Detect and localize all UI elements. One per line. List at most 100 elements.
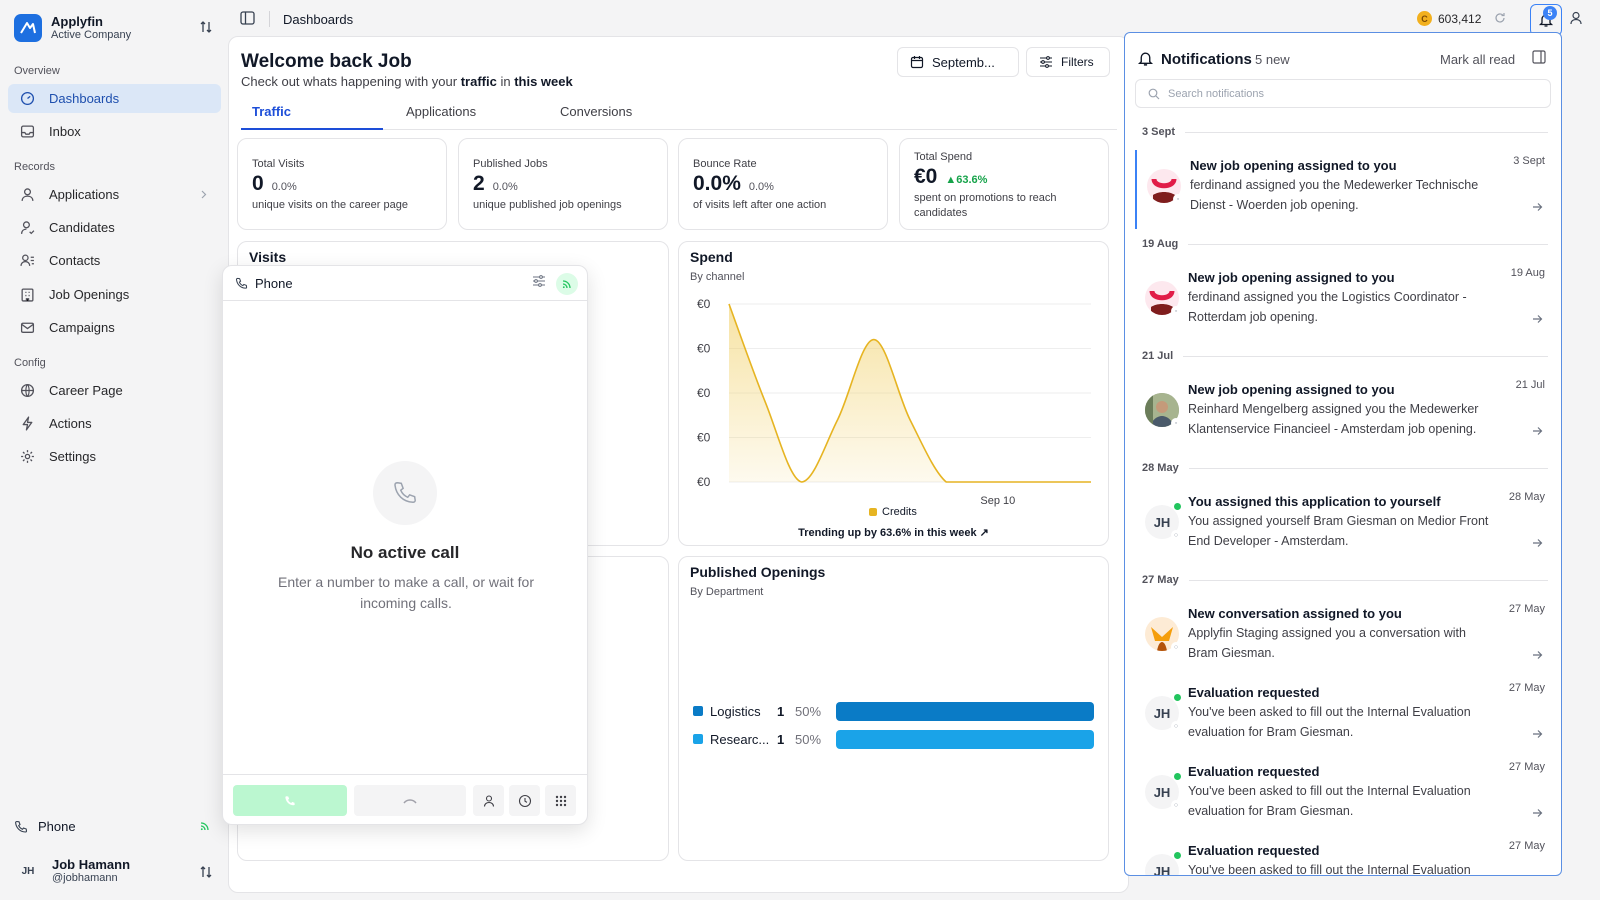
divider [1183,355,1548,357]
sidebar-item-campaigns[interactable]: Campaigns [8,313,221,342]
date-label: 3 Sept [1142,126,1176,138]
sidebar-item-label: Dashboards [49,91,120,106]
spend-subtitle: By channel [690,271,745,283]
contacts-button[interactable] [473,785,504,816]
subtitle-this-week: this week [514,74,573,89]
date-label: 21 Jul [1142,350,1174,362]
gauge-icon [20,91,35,106]
call-button[interactable] [233,785,347,816]
switch-arrows-icon[interactable] [200,865,212,879]
applyfin-logo-icon [14,14,42,42]
refresh-icon[interactable] [1494,12,1506,24]
dialpad-button[interactable] [545,785,576,816]
online-indicator [1173,772,1182,781]
search-icon [1148,88,1160,100]
notifications-button[interactable]: 5 [1530,4,1562,36]
company-switcher[interactable]: Applyfin Active Company [14,14,131,42]
building-mini-icon: ▫ [1171,418,1181,428]
notification-item[interactable]: ○ New conversation assigned to you Applyfi… [1135,598,1553,677]
sidebar-item-candidates[interactable]: Candidates [8,213,221,242]
notification-item[interactable]: ▫ New job opening assigned to you ferdinan… [1135,150,1553,229]
signal-icon[interactable] [556,273,578,295]
divider [269,11,270,27]
panel-toggle-icon[interactable] [1532,50,1546,64]
user-menu[interactable]: JH Job Hamann @jobhamann [14,857,212,885]
tab-traffic[interactable]: Traffic [252,104,292,119]
notification-title: New job opening assigned to you [1190,158,1397,173]
date-label: 28 May [1142,462,1179,474]
sidebar-item-inbox[interactable]: Inbox [8,117,221,146]
filters-button[interactable]: Filters [1026,47,1110,77]
stat-card: Total Visits 0 0.0% unique visits on the ca… [237,138,447,230]
grid-icon [555,795,567,807]
company-name: Applyfin [51,14,103,29]
mark-all-read-button[interactable]: Mark all read [1440,52,1516,67]
sidebar-item-dashboards[interactable]: Dashboards [8,84,221,113]
inbox-icon [20,124,35,139]
sidebar-item-settings[interactable]: Settings [8,442,221,471]
arrow-right-icon[interactable] [1532,729,1543,739]
avatar: JH [1145,854,1179,875]
tab-applications[interactable]: Applications [406,104,477,119]
sidebar-toggle-icon[interactable] [240,11,255,25]
lightning-icon [20,416,35,431]
arrow-right-icon[interactable] [1532,202,1543,212]
notification-time: 3 Sept [1513,155,1545,167]
notification-item[interactable]: JH ○ You assigned this application to your… [1135,486,1553,565]
hang-up-button[interactable] [354,785,466,816]
date-separator: 27 May [1142,574,1548,586]
user-mini-icon: ○ [1171,530,1181,540]
notification-title: New job opening assigned to you [1188,270,1395,285]
arrow-right-icon[interactable] [1532,808,1543,818]
stat-card: Published Jobs 2 0.0% unique published job … [458,138,668,230]
notification-item[interactable]: ▫ New job opening assigned to you Reinhard… [1135,374,1553,453]
sidebar-phone[interactable]: Phone [14,819,209,834]
credits-area [729,304,1091,482]
notification-search-field[interactable]: Search notifications [1135,79,1551,108]
sidebar-item-actions[interactable]: Actions [8,409,221,438]
company-status: Active Company [51,29,132,41]
sidebar-item-job-openings[interactable]: Job Openings [8,280,221,309]
date-label: 19 Aug [1142,238,1179,250]
department-count: 1 [777,704,785,719]
arrow-right-icon[interactable] [1532,314,1543,324]
calendar-icon [910,55,924,69]
user-badge-icon[interactable] [1569,11,1583,25]
date-separator: 3 Sept [1142,126,1548,138]
date-separator: 28 May [1142,462,1548,474]
notification-body: You assigned yourself Bram Giesman on Me… [1188,514,1489,548]
arrow-right-icon[interactable] [1532,426,1543,436]
stat-number: €0 [914,165,938,188]
user-icon [20,187,35,202]
bell-icon [1137,50,1154,67]
stat-description: unique visits on the career page [252,199,408,211]
stat-number: 0.0% [693,172,741,195]
arrow-right-icon[interactable] [1532,538,1543,548]
history-button[interactable] [509,785,540,816]
switch-arrows-icon[interactable] [200,20,212,34]
notification-item[interactable]: ▫ New job opening assigned to you ferdinan… [1135,262,1553,341]
stat-description: unique published job openings [473,199,622,211]
section-overview: Overview [14,65,60,77]
notification-time: 27 May [1508,682,1545,694]
tab-conversions[interactable]: Conversions [560,104,633,119]
credits-balance[interactable]: C 603,412 [1417,11,1481,26]
sidebar-item-applications[interactable]: Applications [8,180,221,209]
published-subtitle: By Department [690,586,764,598]
sidebar-item-career-page[interactable]: Career Page [8,376,221,405]
department-percent: 50% [795,732,822,747]
sidebar: Applyfin Active Company Overview Records… [0,0,228,900]
sidebar-item-contacts[interactable]: Contacts [8,246,221,275]
sliders-icon [1039,56,1053,68]
notification-body: You've been asked to fill out the Intern… [1188,705,1471,739]
phone-settings-icon[interactable] [532,275,546,287]
department-row: Logistics 1 50% [693,702,1097,722]
date-separator: 21 Jul [1142,350,1548,362]
divider [1188,467,1548,469]
arrow-right-icon[interactable] [1532,650,1543,660]
date-range-button[interactable]: Septemb... [897,47,1019,77]
building-mini-icon: ▫ [1171,306,1181,316]
